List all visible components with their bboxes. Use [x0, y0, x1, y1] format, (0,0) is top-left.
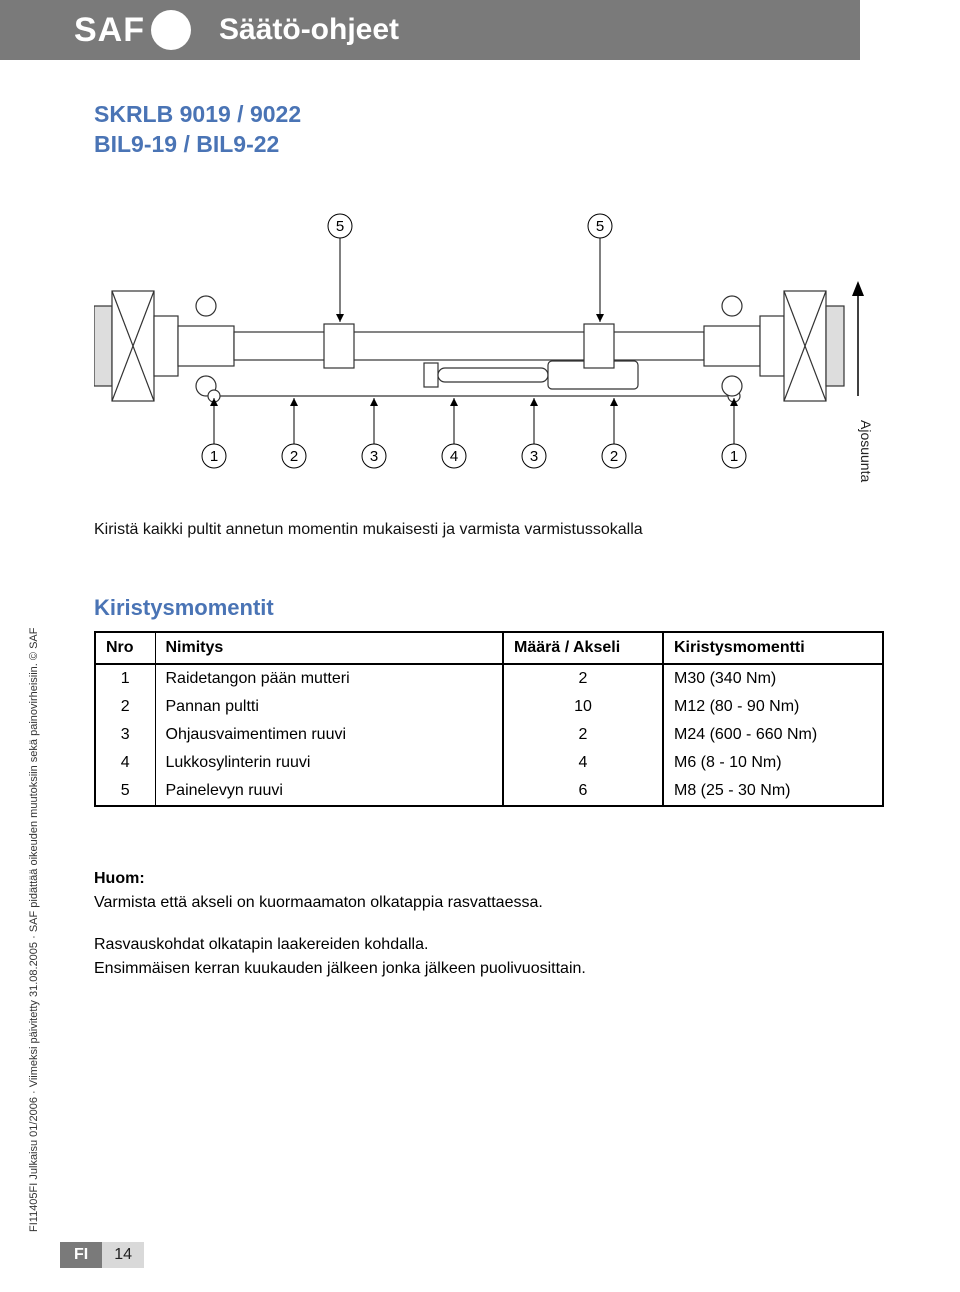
note-label: Huom:: [94, 867, 884, 891]
col-name: Nimitys: [155, 632, 503, 664]
note-line3: Ensimmäisen kerran kuukauden jälkeen jon…: [94, 957, 884, 981]
cell-torque: M30 (340 Nm): [663, 664, 883, 693]
svg-text:5: 5: [596, 218, 604, 235]
col-qty: Määrä / Akseli: [503, 632, 663, 664]
svg-text:5: 5: [336, 218, 344, 235]
page-content: SKRLB 9019 / 9022 BIL9-19 / BIL9-22 55: [94, 100, 884, 981]
svg-text:1: 1: [730, 448, 738, 465]
svg-text:4: 4: [450, 448, 458, 465]
cell-name: Ohjausvaimentimen ruuvi: [155, 721, 503, 749]
sidebar-copyright: FI11405FI Julkaisu 01/2006 · Viimeksi pä…: [28, 628, 40, 1232]
direction-arrow-icon: [852, 281, 864, 396]
callout-icon: 3: [362, 398, 386, 468]
cell-torque: M6 (8 - 10 Nm): [663, 749, 883, 777]
cell-nro: 1: [95, 664, 155, 693]
cell-qty: 2: [503, 721, 663, 749]
callout-icon: 2: [602, 398, 626, 468]
svg-text:3: 3: [530, 448, 538, 465]
axle-diagram: 55: [94, 196, 884, 491]
table-row: 5Painelevyn ruuvi6M8 (25 - 30 Nm): [95, 777, 883, 806]
footer: FI 14: [0, 1242, 144, 1268]
callout-icon: 2: [282, 398, 306, 468]
direction-label: Ajosuunta: [858, 420, 874, 482]
model-line2: BIL9-19 / BIL9-22: [94, 131, 279, 157]
cell-qty: 2: [503, 664, 663, 693]
cell-nro: 3: [95, 721, 155, 749]
model-title: SKRLB 9019 / 9022 BIL9-19 / BIL9-22: [94, 100, 884, 160]
torque-section-title: Kiristysmomentit: [94, 595, 884, 621]
callout-icon: 1: [202, 398, 226, 468]
model-line1: SKRLB 9019 / 9022: [94, 101, 301, 127]
cell-qty: 6: [503, 777, 663, 806]
cell-torque: M24 (600 - 660 Nm): [663, 721, 883, 749]
callout-icon: 5: [588, 214, 612, 322]
footer-page-number: 14: [102, 1242, 144, 1268]
svg-text:1: 1: [210, 448, 218, 465]
logo-text: SAF: [74, 11, 145, 50]
document-title: Säätö-ohjeet: [219, 13, 399, 47]
callout-icon: 3: [522, 398, 546, 468]
callout-icon: 1: [722, 398, 746, 468]
cell-name: Lukkosylinterin ruuvi: [155, 749, 503, 777]
cell-nro: 2: [95, 693, 155, 721]
callout-icon: 4: [442, 398, 466, 468]
table-row: 1Raidetangon pään mutteri2M30 (340 Nm): [95, 664, 883, 693]
svg-text:2: 2: [610, 448, 618, 465]
cell-torque: M8 (25 - 30 Nm): [663, 777, 883, 806]
torque-table: Nro Nimitys Määrä / Akseli Kiristysmomen…: [94, 631, 884, 807]
cell-nro: 4: [95, 749, 155, 777]
cell-torque: M12 (80 - 90 Nm): [663, 693, 883, 721]
footer-lang: FI: [60, 1242, 102, 1268]
cell-nro: 5: [95, 777, 155, 806]
cell-name: Painelevyn ruuvi: [155, 777, 503, 806]
table-header-row: Nro Nimitys Määrä / Akseli Kiristysmomen…: [95, 632, 883, 664]
header-bar: SAF Säätö-ohjeet: [0, 0, 860, 60]
instruction-text: Kiristä kaikki pultit annetun momentin m…: [94, 521, 884, 539]
table-row: 4Lukkosylinterin ruuvi4M6 (8 - 10 Nm): [95, 749, 883, 777]
note-line2: Rasvauskohdat olkatapin laakereiden kohd…: [94, 933, 884, 957]
callout-icon: 5: [328, 214, 352, 322]
svg-text:2: 2: [290, 448, 298, 465]
cell-qty: 10: [503, 693, 663, 721]
cell-name: Raidetangon pään mutteri: [155, 664, 503, 693]
col-nro: Nro: [95, 632, 155, 664]
note-line1: Varmista että akseli on kuormaamaton olk…: [94, 891, 884, 915]
table-row: 2Pannan pultti10M12 (80 - 90 Nm): [95, 693, 883, 721]
col-torque: Kiristysmomentti: [663, 632, 883, 664]
logo-dot-icon: [151, 10, 191, 50]
logo: SAF: [74, 10, 191, 50]
svg-text:3: 3: [370, 448, 378, 465]
note-block: Huom: Varmista että akseli on kuormaamat…: [94, 867, 884, 981]
axle-svg: 55: [94, 196, 884, 486]
cell-name: Pannan pultti: [155, 693, 503, 721]
table-row: 3Ohjausvaimentimen ruuvi2M24 (600 - 660 …: [95, 721, 883, 749]
cell-qty: 4: [503, 749, 663, 777]
